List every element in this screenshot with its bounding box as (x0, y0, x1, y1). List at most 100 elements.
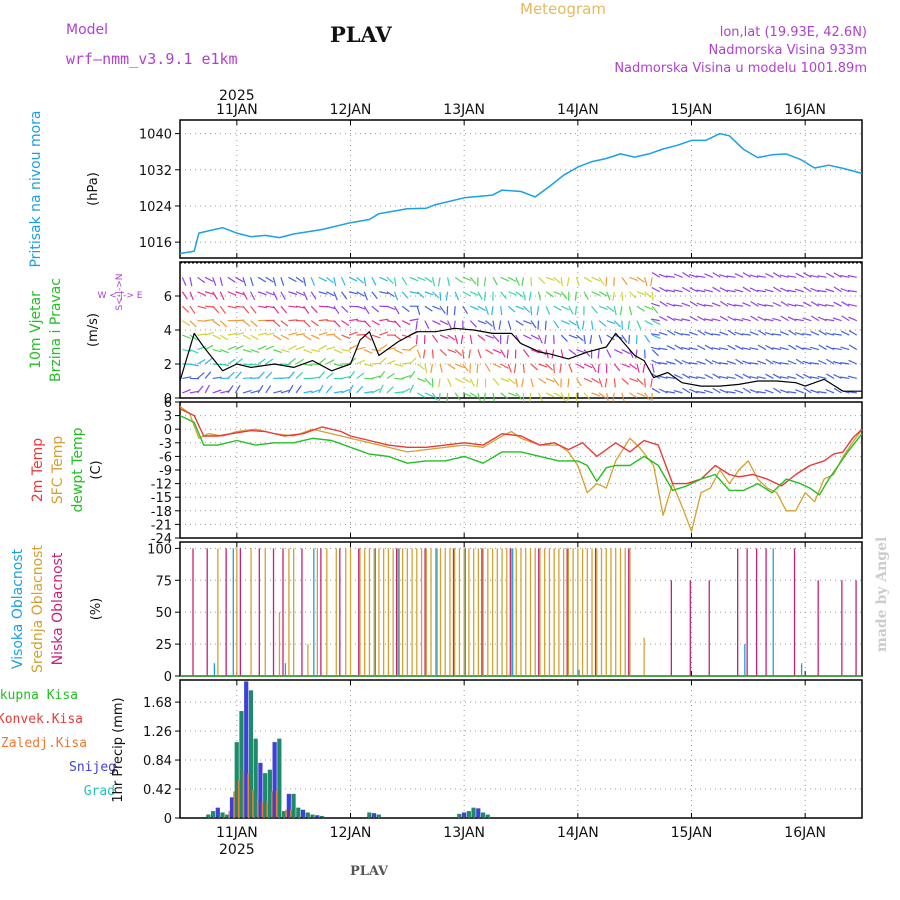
wind-arrow (348, 291, 358, 295)
precip-bar-frz (233, 791, 235, 818)
wind-arrow (681, 359, 691, 365)
wind-arrow (673, 289, 683, 293)
wind-arrow (659, 315, 668, 322)
wind-arrow (242, 277, 247, 287)
watermark: made by Angel (874, 537, 890, 652)
wind-arrow (469, 320, 477, 328)
wind-arrow (212, 334, 222, 340)
precip-bar-frz (285, 809, 287, 818)
wind-arrow (726, 391, 736, 394)
wind-arrow (696, 275, 706, 278)
wind-arrow (318, 384, 324, 394)
wind-arrow (371, 277, 377, 286)
precip-bar (225, 814, 230, 818)
wind-arrow (553, 392, 563, 398)
wind-arrow (635, 349, 638, 359)
y-tick-label: 100 (147, 542, 172, 557)
y-tick-label: -21 (151, 518, 172, 533)
wind-arrow (651, 271, 661, 278)
wind-arrow (591, 377, 600, 384)
wind-arrow (703, 289, 713, 293)
wind-arrow (803, 286, 812, 293)
precip-bar-frz (290, 809, 292, 818)
wind-arrow (719, 362, 729, 365)
wind-arrow (189, 348, 199, 354)
wind-arrow (401, 375, 411, 380)
wind-arrow (772, 317, 782, 322)
wind-arrow (280, 277, 285, 286)
wind-arrow (629, 291, 637, 299)
precip-bar (291, 793, 296, 818)
wind-arrow (257, 276, 267, 283)
wind-arrow (303, 291, 308, 301)
model-label: Model (66, 22, 108, 38)
wind-arrow (477, 349, 482, 359)
wind-arrow (576, 334, 584, 342)
wind-arrow (454, 334, 459, 344)
wind-arrow (817, 303, 827, 307)
wind-arrow (356, 305, 366, 310)
wind-arrow (272, 291, 278, 301)
wind-arrow (325, 372, 334, 379)
wind-arrow (447, 378, 452, 387)
wind-arrow (598, 320, 607, 327)
wind-arrow (272, 334, 282, 341)
wind-arrow (704, 273, 714, 278)
wind-arrow (726, 275, 736, 278)
wind-arrow (711, 333, 721, 336)
y-tick-label: 25 (155, 638, 172, 653)
wind-arrow (515, 305, 525, 310)
wind-arrow (483, 277, 487, 287)
precip-bar (272, 742, 277, 818)
wind-arrow (591, 305, 598, 314)
y-tick-label: -9 (159, 464, 172, 479)
wind-arrow (665, 289, 676, 293)
wind-arrow (749, 274, 759, 278)
wind-arrow (189, 305, 196, 315)
wind-arrow (508, 392, 517, 397)
wind-arrow (704, 389, 713, 394)
wind-arrow (651, 363, 655, 373)
wind-arrow (818, 344, 827, 351)
wind-arrow (847, 375, 857, 380)
wind-arrow (205, 319, 215, 322)
wind-arrow (568, 305, 574, 315)
wind-arrow (688, 375, 698, 380)
x-tick-label: 16JAN (784, 102, 826, 118)
wind-arrow (673, 318, 683, 322)
wind-arrow (749, 287, 759, 293)
wind-arrow (447, 334, 456, 341)
wind-arrow (613, 306, 617, 316)
wind-arrow (439, 363, 443, 373)
pressure-unit: (hPa) (86, 172, 101, 206)
precip-bar (281, 811, 287, 818)
wind-arrow (462, 363, 469, 372)
wind-arrow (673, 331, 683, 336)
wind-arrow (280, 363, 290, 366)
wind-arrow (249, 277, 254, 287)
precip-bar (248, 690, 254, 818)
wind-arrow (810, 389, 820, 394)
wind-arrow (393, 277, 397, 287)
wind-arrow (590, 320, 594, 330)
precip-bar (286, 793, 291, 818)
wind-arrow (810, 346, 820, 351)
wind-arrow (439, 291, 442, 301)
wind-arrow (621, 378, 629, 385)
wind-arrow (681, 373, 691, 379)
wind-arrow (636, 392, 646, 397)
wind-arrow (326, 333, 336, 336)
wind-arrow (734, 289, 744, 293)
y-tick-label: 0 (164, 423, 172, 438)
wind-arrow (492, 334, 500, 343)
wind-arrow (772, 360, 782, 365)
wind-arrow (802, 347, 812, 351)
wind-arrow (583, 349, 591, 357)
wind-arrow (288, 319, 298, 322)
wind-arrow (265, 385, 272, 394)
wind-arrow (506, 335, 509, 345)
wind-arrow (621, 363, 631, 368)
wind-arrow (757, 329, 767, 336)
wind-arrow (288, 371, 295, 379)
wind-arrow (598, 334, 603, 344)
